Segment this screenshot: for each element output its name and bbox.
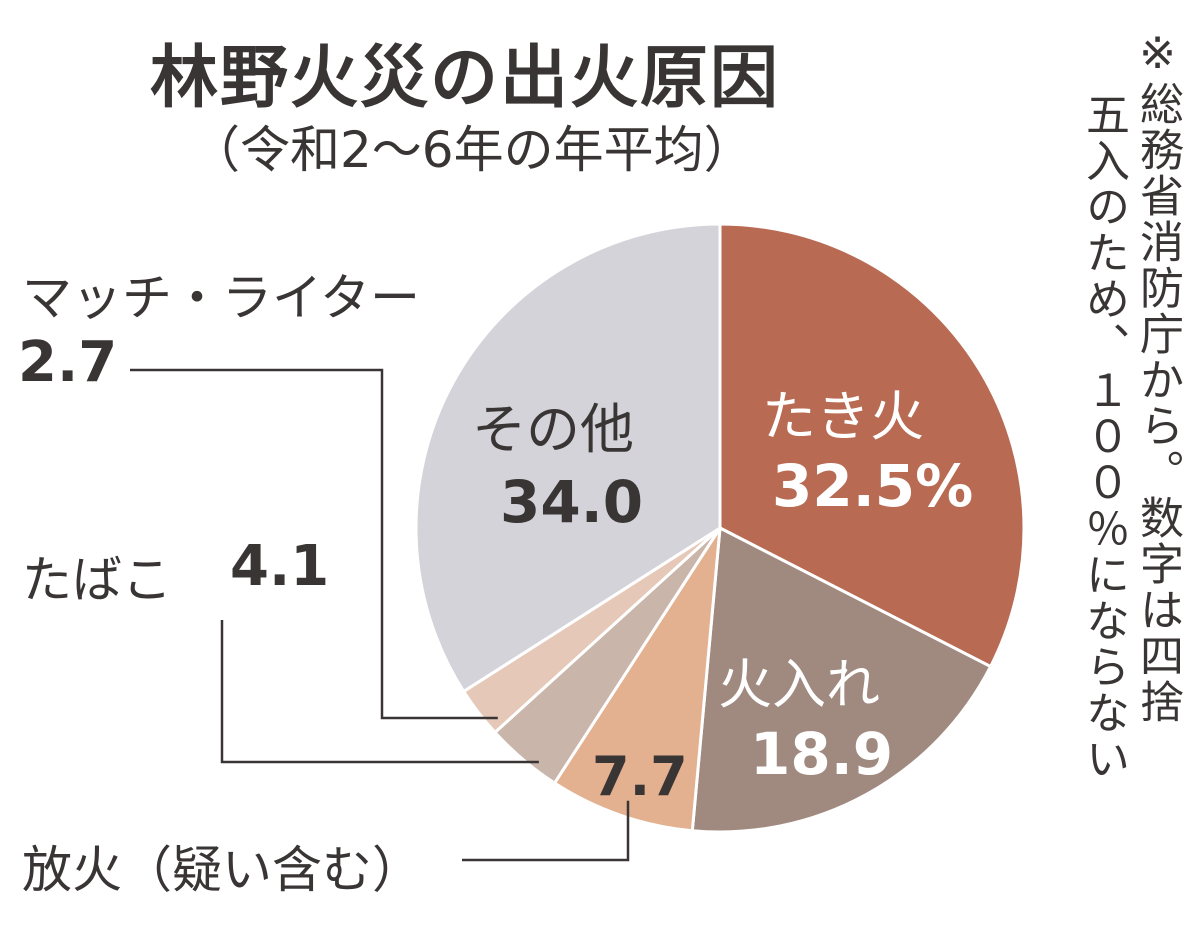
- slice-label-takibi: たき火: [762, 385, 924, 448]
- slice-label-hiire: 火入れ: [718, 653, 880, 716]
- pie-slice-1: [690, 525, 993, 834]
- slice-value-hiire: 18.9: [750, 720, 894, 788]
- chart-title: 林野火災の出火原因: [150, 39, 781, 118]
- leader-line-match: [130, 368, 498, 720]
- slice-value-tabako: 4.1: [230, 534, 330, 599]
- pie-slice-2: [552, 527, 722, 833]
- slice-value-takibi: 32.5%: [772, 452, 974, 520]
- leader-line-houka: [462, 800, 630, 862]
- slice-value-match: 2.7: [18, 330, 118, 395]
- slice-label-houka: 放火（疑い含む）: [22, 841, 422, 899]
- note-line-1: ※総務省消防庁から。数字は四捨: [1132, 28, 1183, 725]
- slice-label-match: マッチ・ライター: [22, 269, 420, 327]
- chart-subtitle: （令和2〜6年の年平均）: [190, 121, 754, 179]
- slice-value-sonota: 34.0: [500, 468, 644, 536]
- slice-label-tabako: たばこ: [22, 551, 172, 609]
- slice-label-sonota: その他: [472, 398, 634, 461]
- pie-slice-0: [718, 222, 1026, 669]
- note-line-2: 五入のため、１００％にならない: [1078, 92, 1129, 782]
- leader-line-tabako: [220, 620, 539, 764]
- slice-value-houka: 7.7: [592, 745, 688, 808]
- pie-slice-5: [414, 222, 722, 694]
